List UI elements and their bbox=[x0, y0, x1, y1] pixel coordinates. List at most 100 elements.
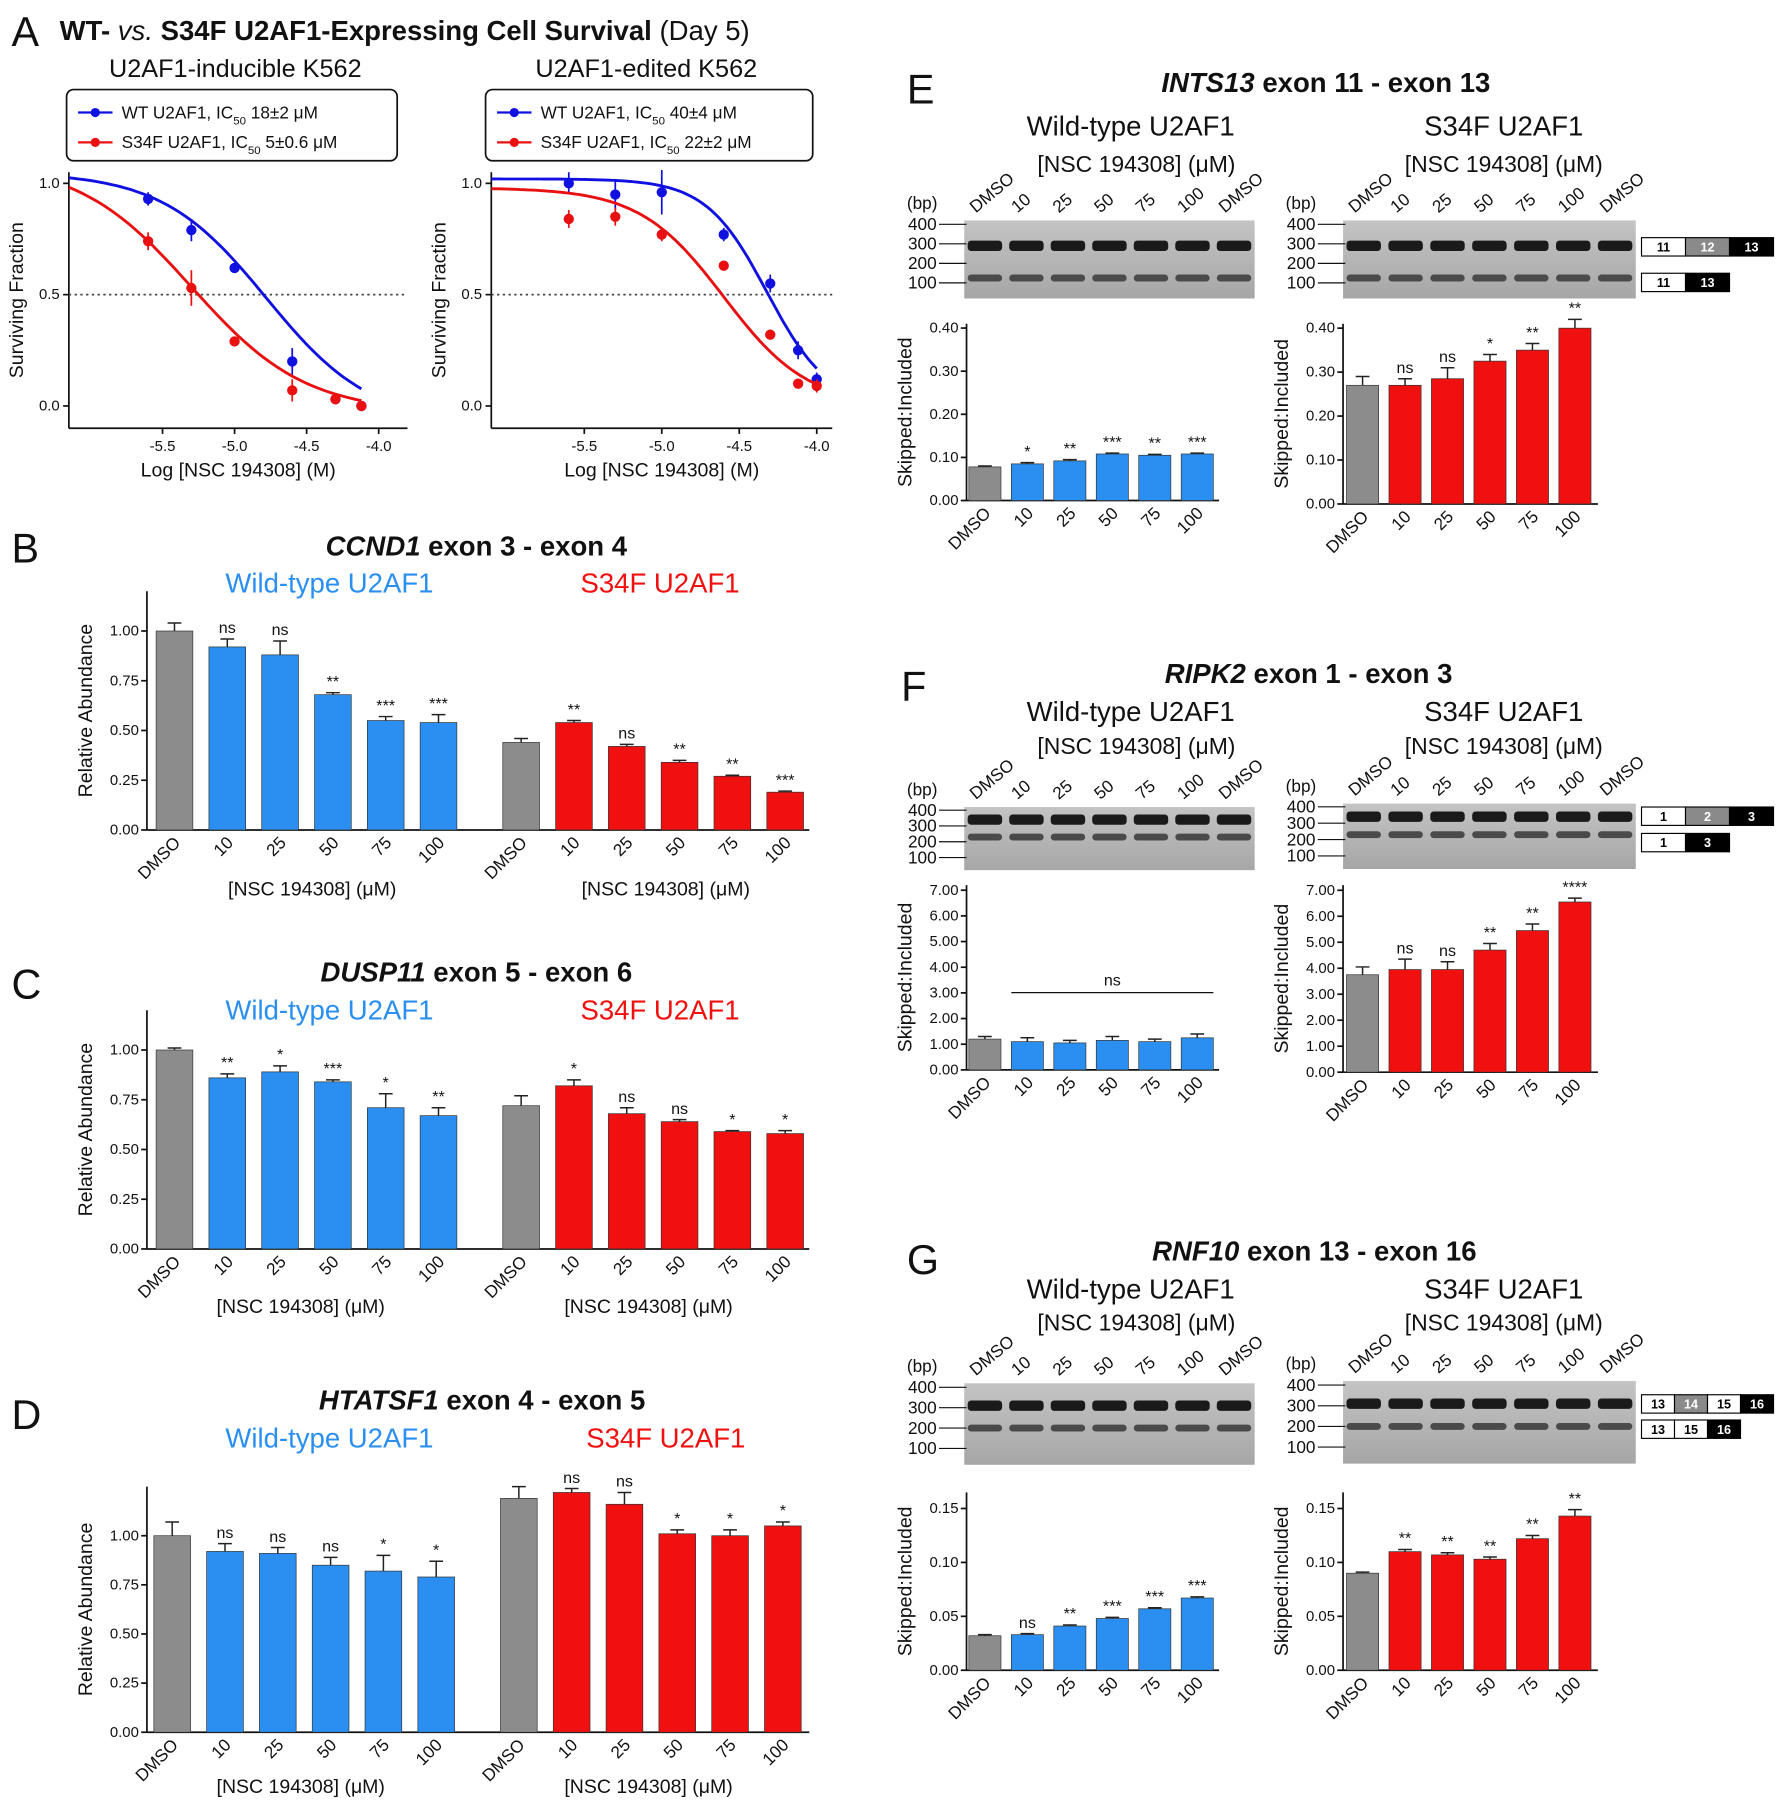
gel-band bbox=[1216, 814, 1252, 825]
error-bar bbox=[672, 1118, 687, 1122]
significance: ns bbox=[1397, 939, 1414, 957]
gel-band bbox=[1009, 1424, 1044, 1432]
series-heading: S34F U2AF1 bbox=[586, 1423, 745, 1454]
ladder-label: 400 bbox=[908, 214, 937, 234]
gel-band bbox=[1175, 833, 1210, 841]
x-tick-label: 25 bbox=[609, 1251, 637, 1279]
exon-label: 3 bbox=[1704, 836, 1711, 850]
exon-label: 13 bbox=[1701, 276, 1715, 290]
significance: *** bbox=[1188, 433, 1207, 451]
y-tick-label: 0.00 bbox=[110, 822, 139, 839]
gel-band bbox=[1555, 274, 1591, 282]
ladder-label: 100 bbox=[908, 1438, 937, 1458]
legend-ic50: 40±4 μM bbox=[665, 102, 737, 122]
exon-label: 16 bbox=[1750, 1398, 1764, 1412]
x-tick-label: -5.5 bbox=[150, 438, 176, 455]
significance: ns bbox=[1439, 942, 1456, 960]
legend-ic: , IC bbox=[640, 132, 667, 152]
legend-box bbox=[484, 88, 814, 162]
bar bbox=[419, 722, 458, 831]
x-tick-label: 25 bbox=[1052, 1072, 1080, 1100]
significance: ** bbox=[432, 1088, 445, 1106]
error-bar bbox=[1398, 1548, 1412, 1552]
lane-label: DMSO bbox=[1344, 1329, 1396, 1378]
gel-condition: [NSC 194308] (μM) bbox=[1037, 151, 1235, 177]
y-tick-label: 1.00 bbox=[110, 1042, 139, 1059]
significance: ** bbox=[1064, 1605, 1077, 1623]
lane-label: 10 bbox=[1007, 189, 1035, 217]
bar bbox=[500, 1498, 538, 1733]
fit-curve bbox=[491, 187, 818, 386]
y-axis-title: Skipped:Included bbox=[894, 1506, 916, 1656]
x-tick-label: -5.5 bbox=[571, 438, 597, 455]
ladder-label: 400 bbox=[1287, 214, 1316, 234]
gel-band bbox=[1430, 811, 1465, 822]
significance: ns bbox=[322, 1538, 339, 1556]
error-bar bbox=[220, 638, 235, 647]
x-tick-label: DMSO bbox=[944, 1072, 995, 1123]
error-bar bbox=[1105, 1616, 1120, 1619]
significance: ** bbox=[327, 673, 340, 691]
fit-curve bbox=[491, 177, 818, 370]
x-tick-label: 75 bbox=[365, 1735, 393, 1763]
bar bbox=[1010, 1634, 1044, 1671]
gel-band bbox=[1388, 240, 1423, 251]
legend-ic50: 18±2 μM bbox=[246, 102, 318, 122]
significance: ns bbox=[616, 1473, 633, 1491]
bar bbox=[1431, 1554, 1464, 1671]
bar bbox=[766, 1133, 804, 1250]
significance: * bbox=[571, 1060, 577, 1078]
gel-band bbox=[1050, 833, 1086, 841]
gel-band bbox=[1346, 1398, 1381, 1409]
legend-sub: 50 bbox=[233, 115, 246, 127]
y-tick-label: 0.00 bbox=[929, 492, 958, 509]
bar bbox=[259, 1553, 297, 1733]
lane-label: DMSO bbox=[1215, 1331, 1267, 1380]
significance: *** bbox=[1103, 433, 1122, 451]
lane-label: 10 bbox=[1007, 776, 1035, 804]
error-bar bbox=[220, 1073, 235, 1078]
lane-label: 50 bbox=[1470, 772, 1498, 800]
gel-band bbox=[1514, 1422, 1549, 1430]
y-axis-title: Relative Abundance bbox=[75, 1523, 97, 1696]
gel-unit: (bp) bbox=[1286, 193, 1317, 213]
exon-label: 1 bbox=[1660, 836, 1667, 850]
lane-label: 50 bbox=[1090, 189, 1118, 217]
gel-band bbox=[1472, 811, 1507, 822]
gel-band bbox=[1050, 814, 1086, 825]
x-tick-label: 10 bbox=[1387, 1075, 1415, 1103]
error-bar bbox=[1440, 1551, 1455, 1555]
significance: ** bbox=[1526, 1516, 1539, 1534]
legend-label: S34F U2AF1, IC50 5±0.6 μM bbox=[122, 132, 338, 157]
error-bar bbox=[1105, 1035, 1120, 1041]
y-tick-label: 0.75 bbox=[110, 672, 139, 689]
x-tick-label: DMSO bbox=[480, 832, 531, 883]
error-bar bbox=[978, 1633, 992, 1636]
lane-label: 100 bbox=[1554, 766, 1589, 800]
x-tick-label: 10 bbox=[1009, 1673, 1037, 1701]
significance: *** bbox=[1188, 1577, 1207, 1595]
lane-label: 50 bbox=[1470, 1350, 1498, 1378]
bar bbox=[1558, 901, 1592, 1073]
figure-title: WT- vs. S34F U2AF1-Expressing Cell Survi… bbox=[60, 15, 750, 46]
gel-band bbox=[1009, 274, 1044, 282]
x-tick-label: 50 bbox=[315, 832, 343, 860]
y-tick-label: 4.00 bbox=[929, 959, 958, 976]
error-bar bbox=[431, 1106, 446, 1116]
x-tick-label: 100 bbox=[411, 1735, 445, 1769]
significance: ** bbox=[1149, 435, 1162, 453]
gel-band bbox=[1133, 240, 1169, 251]
gel-band bbox=[1092, 1400, 1127, 1411]
x-tick-label: 10 bbox=[207, 1735, 235, 1763]
significance: ** bbox=[726, 756, 739, 774]
significance: * bbox=[782, 1111, 788, 1129]
gel-band bbox=[1175, 1400, 1210, 1411]
y-tick-label: 1.00 bbox=[1306, 1038, 1335, 1055]
bar bbox=[1138, 454, 1172, 501]
gel-band bbox=[1216, 1424, 1252, 1432]
error-bar bbox=[1062, 1624, 1077, 1627]
x-tick-label: DMSO bbox=[944, 1673, 995, 1724]
gel-band bbox=[1009, 814, 1044, 825]
y-tick-label: 2.00 bbox=[929, 1010, 958, 1027]
y-tick-label: 0.15 bbox=[1306, 1500, 1335, 1517]
